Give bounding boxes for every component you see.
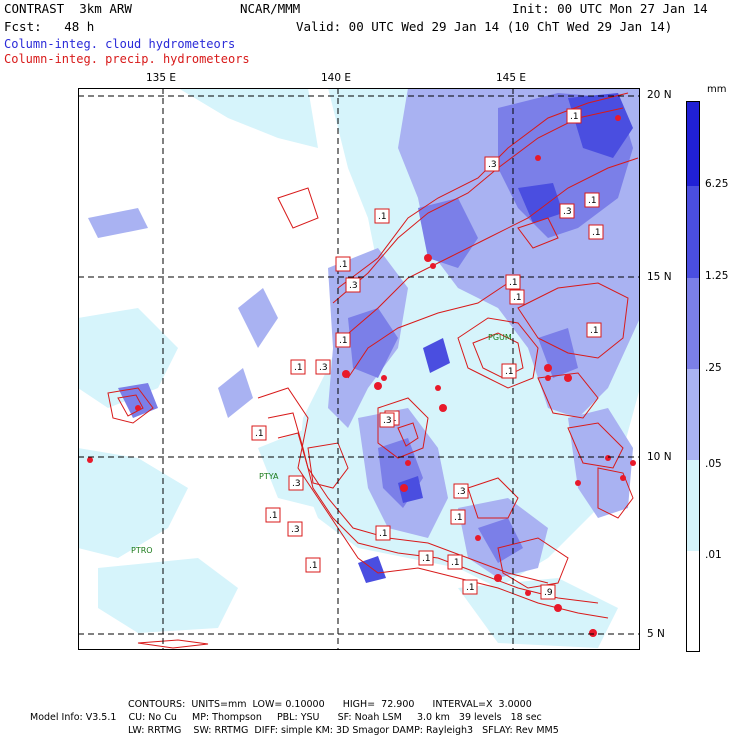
contour-label: .1 — [462, 579, 478, 595]
svg-text:.1: .1 — [422, 554, 431, 564]
svg-text:.1: .1 — [509, 278, 518, 288]
legend-swatch-4 — [687, 369, 699, 460]
svg-text:.1: .1 — [378, 212, 387, 222]
contour-label: .1 — [265, 507, 281, 523]
svg-text:.1: .1 — [269, 511, 278, 521]
legend-swatch-3 — [687, 278, 699, 369]
legend-label-0-01: .01 — [705, 549, 722, 561]
contour-label-group: .1 .3 .1 .1 .3 .1 .1 .1 .3 .1 .1 .1 .3 .… — [251, 108, 604, 600]
svg-text:.1: .1 — [588, 196, 597, 206]
svg-text:.1: .1 — [451, 558, 460, 568]
contour-label: .1 — [290, 359, 306, 375]
init-time: Init: 00 UTC Mon 27 Jan 14 — [512, 1, 708, 16]
contour-label: .1 — [305, 557, 321, 573]
forecast-hour: Fcst: 48 h — [4, 19, 95, 34]
legend-label-0-05: .05 — [705, 458, 722, 470]
svg-text:.1: .1 — [513, 293, 522, 303]
svg-text:.3: .3 — [383, 416, 392, 426]
lon-label-140: 140 E — [321, 72, 352, 84]
contour-label: .3 — [453, 483, 469, 499]
svg-text:.3: .3 — [563, 207, 572, 217]
contour-label: .3 — [287, 521, 303, 537]
legend-unit: mm — [707, 84, 727, 95]
svg-text:.1: .1 — [570, 112, 579, 122]
contour-label: .1 — [251, 425, 267, 441]
contour-label: .1 — [588, 224, 604, 240]
field-precip-label: Column-integ. precip. hydrometeors — [4, 52, 250, 66]
station-markers: PGUM PTYA PTRO — [131, 333, 512, 555]
legend-swatch-2 — [687, 186, 699, 278]
svg-text:.1: .1 — [454, 513, 463, 523]
contour-label: .1 — [447, 554, 463, 570]
legend-swatch-5 — [687, 460, 699, 551]
contour-info: CONTOURS: UNITS=mm LOW= 0.10000 HIGH= 72… — [128, 699, 532, 710]
lon-label-145: 145 E — [496, 72, 527, 84]
svg-text:.3: .3 — [488, 160, 497, 170]
station-pgum: PGUM — [488, 333, 512, 342]
svg-text:.9: .9 — [544, 588, 553, 598]
station-ptya: PTYA — [259, 472, 279, 481]
org-label: NCAR/MMM — [240, 1, 301, 16]
contour-label: .1 — [501, 363, 517, 379]
svg-text:.1: .1 — [255, 429, 264, 439]
contour-label: .1 — [335, 256, 351, 272]
svg-text:.3: .3 — [291, 525, 300, 535]
legend-swatch-6 — [687, 551, 699, 651]
svg-text:.3: .3 — [457, 487, 466, 497]
contour-label: .1 — [418, 550, 434, 566]
svg-text:.1: .1 — [590, 326, 599, 336]
svg-text:.1: .1 — [505, 367, 514, 377]
cloud-shading-mid — [88, 88, 640, 578]
svg-text:.1: .1 — [309, 561, 318, 571]
legend-swatch-1 — [687, 102, 699, 186]
contour-label: .1 — [375, 525, 391, 541]
contour-label: .1 — [335, 332, 351, 348]
contour-label: .3 — [315, 359, 331, 375]
legend-label-6-25: 6.25 — [705, 178, 729, 190]
contour-label: .1 — [566, 108, 582, 124]
contour-label: .3 — [559, 203, 575, 219]
contour-label: .3 — [345, 277, 361, 293]
svg-text:.1: .1 — [466, 583, 475, 593]
valid-time: Valid: 00 UTC Wed 29 Jan 14 (10 ChT Wed … — [296, 19, 673, 34]
svg-text:.3: .3 — [319, 363, 328, 373]
color-legend — [686, 101, 700, 652]
contour-label: .1 — [374, 208, 390, 224]
svg-text:.3: .3 — [292, 479, 301, 489]
svg-text:.1: .1 — [339, 336, 348, 346]
hydrometeor-map: .1 .3 .1 .1 .3 .1 .1 .1 .3 .1 .1 .1 .3 .… — [78, 88, 640, 650]
station-ptro: PTRO — [131, 546, 153, 555]
contour-label: .3 — [484, 156, 500, 172]
map-frame — [78, 88, 640, 650]
contour-label: .3 — [288, 475, 304, 491]
legend-label-0-25: .25 — [705, 362, 722, 374]
legend-label-1-25: 1.25 — [705, 270, 729, 282]
svg-text:.1: .1 — [592, 228, 601, 238]
contour-label: .1 — [505, 274, 521, 290]
graticule — [78, 88, 640, 650]
contour-label: .3 — [379, 412, 395, 428]
lon-label-135: 135 E — [146, 72, 177, 84]
run-title: CONTRAST 3km ARW — [4, 1, 132, 16]
contour-label: .1 — [584, 192, 600, 208]
contour-label: .1 — [450, 509, 466, 525]
svg-text:.1: .1 — [379, 529, 388, 539]
field-cloud-label: Column-integ. cloud hydrometeors — [4, 37, 236, 51]
model-info-line2: LW: RRTMG SW: RRTMG DIFF: simple KM: 3D … — [128, 725, 559, 736]
precip-contours — [107, 92, 639, 649]
contour-label: .9 — [540, 584, 556, 600]
svg-text:.1: .1 — [294, 363, 303, 373]
lat-label-5: 5 N — [647, 628, 665, 640]
contour-label: .1 — [586, 322, 602, 338]
model-info-line1: Model Info: V3.5.1 CU: No Cu MP: Thompso… — [30, 712, 542, 723]
lat-label-15: 15 N — [647, 271, 672, 283]
svg-text:.3: .3 — [349, 281, 358, 291]
lat-label-10: 10 N — [647, 451, 672, 463]
svg-text:.1: .1 — [339, 260, 348, 270]
contour-label: .1 — [509, 289, 525, 305]
lat-label-20: 20 N — [647, 89, 672, 101]
